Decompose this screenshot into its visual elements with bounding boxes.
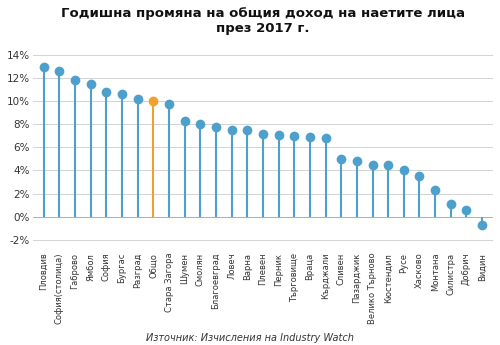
Text: Източник: Изчисления на Industry Watch: Източник: Изчисления на Industry Watch [146, 333, 354, 343]
Title: Годишна промяна на общия доход на наетите лица
през 2017 г.: Годишна промяна на общия доход на наетит… [61, 7, 465, 35]
